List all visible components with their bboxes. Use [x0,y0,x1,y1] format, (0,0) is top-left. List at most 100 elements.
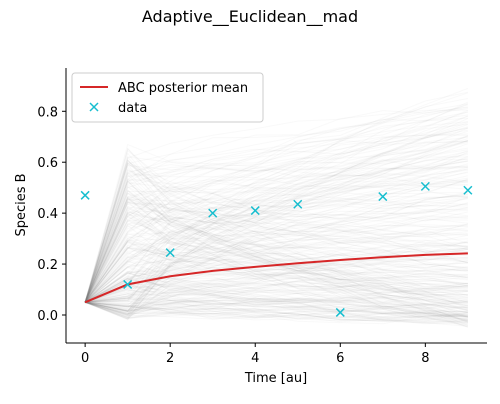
posterior-trajectory [84,266,468,303]
posterior-trajectory [84,275,468,303]
legend: ABC posterior mean data [71,72,264,123]
data-point [378,192,388,202]
posterior-trajectory [84,161,468,303]
posterior-trajectory [84,134,468,303]
posterior-trajectory [85,301,468,314]
posterior-trajectory [84,285,468,303]
posterior-trajectory [85,291,468,307]
posterior-trajectory [85,301,468,323]
posterior-trajectory [84,183,468,303]
posterior-trajectory [85,179,469,312]
y-axis-label: Species B [14,173,29,236]
posterior-trajectory [85,155,469,312]
posterior-trajectory [84,106,468,303]
posterior-trajectory [84,241,468,318]
posterior-trajectory [84,266,468,319]
y-tick-label: 0.8 [37,105,58,120]
posterior-trajectory [84,277,468,304]
posterior-trajectory [84,191,468,303]
posterior-trajectory [84,172,468,303]
posterior-trajectory [84,272,468,317]
posterior-trajectory [84,202,469,303]
posterior-trajectory [84,224,468,303]
posterior-trajectory [85,227,468,303]
posterior-trajectory [84,114,468,303]
posterior-trajectory [84,198,468,303]
posterior-trajectory [84,192,468,303]
posterior-trajectory [85,269,468,303]
posterior-trajectory [84,210,468,303]
posterior-trajectory [84,223,469,303]
posterior-trajectory [84,263,468,303]
posterior-trajectory [84,290,468,313]
posterior-trajectory [84,109,469,315]
posterior-trajectory [84,262,468,312]
posterior-trajectory [84,257,468,316]
posterior-mean-series [84,252,468,304]
posterior-trajectory [84,165,468,303]
posterior-trajectory [84,135,469,316]
posterior-trajectory [84,301,468,320]
x-axis-label: Time [au] [244,371,307,386]
posterior-trajectory [84,215,469,318]
posterior-trajectory [85,171,469,303]
posterior-trajectory [84,282,468,320]
data-point [165,248,175,258]
posterior-trajectory [84,245,468,315]
posterior-trajectory [84,152,469,303]
posterior-trajectory [85,297,468,318]
posterior-trajectory [84,160,468,303]
posterior-trajectory [84,164,468,303]
posterior-trajectory [85,301,468,315]
posterior-trajectory [84,208,468,318]
data-series [80,181,473,317]
posterior-trajectory [84,211,469,326]
posterior-trajectory [84,160,468,303]
posterior-trajectory [84,184,469,303]
posterior-trajectory [84,241,468,303]
posterior-trajectory [84,211,468,303]
posterior-trajectory [84,286,468,317]
posterior-trajectory [85,290,468,312]
posterior-trajectory [84,98,468,303]
posterior-trajectory [84,189,469,323]
posterior-trajectory [84,223,468,320]
posterior-trajectory [85,296,468,311]
posterior-trajectory [84,203,468,303]
posterior-trajectory [85,251,468,311]
posterior-trajectory [84,246,468,303]
posterior-trajectory [84,220,468,303]
posterior-trajectory [84,158,468,303]
posterior-trajectory [84,274,468,312]
posterior-trajectory [84,301,468,318]
posterior-trajectory [84,263,468,303]
posterior-trajectory [84,143,469,303]
posterior-trajectory [84,246,468,303]
posterior-trajectory [84,214,468,303]
posterior-trajectory [84,141,469,303]
posterior-trajectory [85,215,468,303]
posterior-trajectory [84,166,469,303]
posterior-trajectory [84,277,468,303]
posterior-trajectory [84,233,468,303]
posterior-trajectory [84,301,468,314]
posterior-trajectory [84,169,468,303]
posterior-trajectory [84,248,468,318]
posterior-trajectory [84,178,469,303]
posterior-trajectory [84,191,468,313]
posterior-trajectory [84,129,468,303]
posterior-trajectory [84,104,469,303]
posterior-trajectory [84,194,468,303]
posterior-trajectory [84,156,469,312]
posterior-trajectory [84,280,468,326]
posterior-trajectory [84,222,468,303]
posterior-trajectory [84,177,468,303]
posterior-trajectory [84,283,468,303]
posterior-trajectory [84,235,469,310]
x-tick-label: 8 [421,351,429,366]
posterior-trajectory [84,152,469,318]
posterior-trajectory [84,136,468,303]
posterior-trajectory [85,297,468,320]
posterior-trajectory [84,160,468,303]
